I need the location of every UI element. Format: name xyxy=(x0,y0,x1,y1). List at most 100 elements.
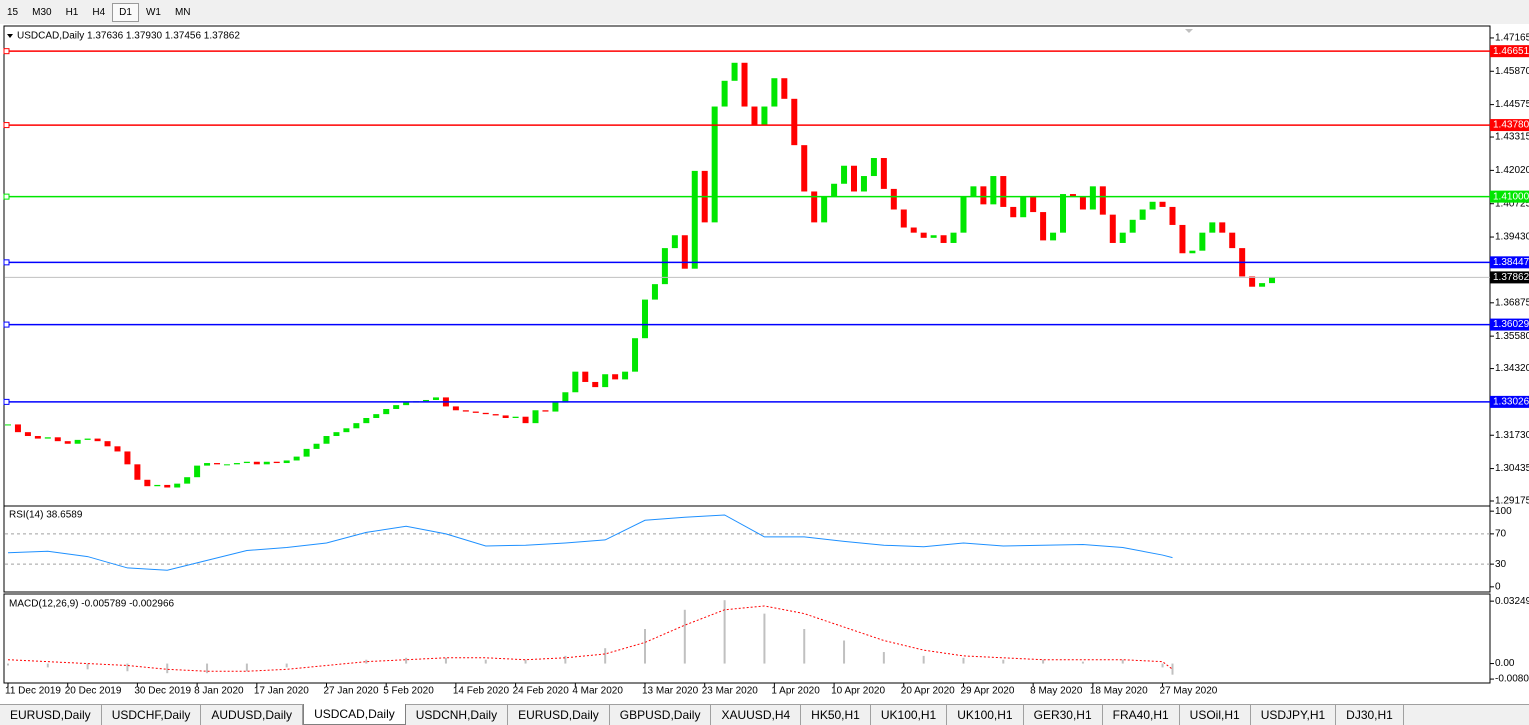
level-handle xyxy=(3,259,10,266)
candle-body xyxy=(114,446,121,452)
candle-body xyxy=(452,406,459,411)
y-tick-label: 1.36875 xyxy=(1495,297,1529,308)
candle-body xyxy=(632,338,639,372)
candle-body xyxy=(552,402,559,412)
y-tick-label: 1.34320 xyxy=(1495,363,1529,374)
x-tick-label: 10 Apr 2020 xyxy=(831,686,885,697)
chart-tab[interactable]: USDJPY,H1 xyxy=(1251,705,1337,725)
candle-body xyxy=(432,397,439,400)
candle-body xyxy=(24,432,31,437)
candle-body xyxy=(801,145,808,192)
candle-body xyxy=(781,78,788,99)
chart-tab[interactable]: USOil,H1 xyxy=(1180,705,1251,725)
candle-body xyxy=(592,381,599,388)
rsi-header: RSI(14) 38.6589 xyxy=(9,510,83,521)
candle-body xyxy=(641,299,648,339)
candle-body xyxy=(562,392,569,403)
candle-body xyxy=(771,78,778,107)
candle-body xyxy=(542,410,549,412)
candle-body xyxy=(532,410,539,424)
candle-body xyxy=(920,232,927,238)
y-tick-label: -0.00808 xyxy=(1495,674,1529,685)
timeframe-button[interactable]: H4 xyxy=(92,6,106,18)
candle-body xyxy=(572,371,579,393)
y-tick-label: 1.45870 xyxy=(1495,66,1529,77)
chart-tab[interactable]: FRA40,H1 xyxy=(1103,705,1180,725)
candle-body xyxy=(990,176,997,205)
timeframe-button[interactable]: D1 xyxy=(112,2,139,22)
menu-arrow[interactable] xyxy=(7,34,13,38)
timeframe-button[interactable]: M30 xyxy=(32,6,52,18)
macd-header: MACD(12,26,9) -0.005789 -0.002966 xyxy=(9,599,175,610)
candle-body xyxy=(214,463,221,465)
y-tick-label: 1.39430 xyxy=(1495,232,1529,243)
candle-body xyxy=(134,464,141,480)
candle-body xyxy=(502,415,509,418)
candle-body xyxy=(472,411,479,413)
level-label-box xyxy=(1490,119,1529,132)
level-label-box xyxy=(1490,395,1529,408)
chart-tab[interactable]: USDCHF,Daily xyxy=(102,705,202,725)
chart-tab[interactable]: UK100,H1 xyxy=(947,705,1024,725)
candle-body xyxy=(64,441,71,444)
y-tick-label: 0.00 xyxy=(1495,658,1515,669)
chart-tab[interactable]: GER30,H1 xyxy=(1024,705,1103,725)
timeframe-button[interactable]: W1 xyxy=(145,6,161,18)
y-tick-label: 1.30435 xyxy=(1495,463,1529,474)
candle-body xyxy=(870,158,877,177)
candle-body xyxy=(482,412,489,415)
timeframe-button[interactable]: MN xyxy=(174,6,191,18)
candle-body xyxy=(403,402,410,406)
y-tick-label: 1.35580 xyxy=(1495,331,1529,342)
chart-tab[interactable]: EURUSD,Daily xyxy=(0,705,102,725)
candle-body xyxy=(1209,222,1216,233)
candle-body xyxy=(711,106,718,223)
chart-tab[interactable]: HK50,H1 xyxy=(801,705,871,725)
chart-tab[interactable]: USDCAD,Daily xyxy=(303,704,406,725)
chart-tab[interactable]: DJ30,H1 xyxy=(1336,705,1404,725)
x-tick-label: 29 Apr 2020 xyxy=(960,686,1014,697)
candle-body xyxy=(622,371,629,380)
level-label-box xyxy=(1490,318,1529,331)
candle-body xyxy=(144,479,151,487)
candle-body xyxy=(880,158,887,189)
candle-body xyxy=(1040,212,1047,241)
x-tick-label: 4 Mar 2020 xyxy=(572,686,623,697)
candle-body xyxy=(651,284,658,300)
chart-tab[interactable]: USDCNH,Daily xyxy=(406,705,509,725)
candle-body xyxy=(223,464,230,466)
x-tick-label: 27 May 2020 xyxy=(1160,686,1218,697)
chart-tab[interactable]: UK100,H1 xyxy=(871,705,948,725)
x-tick-label: 27 Jan 2020 xyxy=(323,686,378,697)
candle-body xyxy=(492,414,499,416)
level-label: 1.43780 xyxy=(1493,120,1529,131)
candle-body xyxy=(233,463,240,465)
candle-body xyxy=(124,451,131,465)
timeframe-button[interactable]: H1 xyxy=(65,6,79,18)
candle-body xyxy=(184,477,191,484)
chart-tab[interactable]: AUDUSD,Daily xyxy=(201,705,304,725)
y-tick-label: 1.40725 xyxy=(1495,198,1529,209)
y-tick-label: 1.43315 xyxy=(1495,132,1529,143)
chart-tab[interactable]: EURUSD,Daily xyxy=(508,705,610,725)
y-tick-label: 1.31730 xyxy=(1495,430,1529,441)
level-label: 1.36029 xyxy=(1493,319,1529,330)
x-tick-label: 17 Jan 2020 xyxy=(254,686,309,697)
candle-body xyxy=(1030,196,1037,213)
last-price-label: 1.37862 xyxy=(1493,272,1529,283)
level-handle xyxy=(3,48,10,55)
chart-tab[interactable]: XAUUSD,H4 xyxy=(711,705,802,725)
x-tick-label: 5 Feb 2020 xyxy=(383,686,434,697)
candle-body xyxy=(293,456,300,461)
candle-body xyxy=(860,176,867,192)
timeframe-button[interactable]: 15 xyxy=(7,6,19,18)
candle-body xyxy=(373,414,380,418)
candle-body xyxy=(34,436,41,439)
chart-tab[interactable]: GBPUSD,Daily xyxy=(610,705,712,725)
x-tick-label: 23 Mar 2020 xyxy=(702,686,759,697)
candle-body xyxy=(243,461,250,464)
candle-body xyxy=(960,196,967,233)
candle-body xyxy=(313,443,320,449)
candle-body xyxy=(1189,250,1196,254)
candle-body xyxy=(940,235,947,243)
